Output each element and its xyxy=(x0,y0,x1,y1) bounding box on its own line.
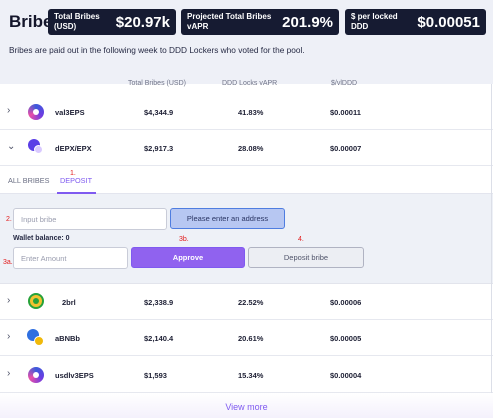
bribe-input[interactable]: Input bribe xyxy=(13,208,167,230)
chevron-right-icon[interactable]: › xyxy=(7,105,11,116)
pool-name: 2brl xyxy=(62,298,76,307)
wallet-balance: Wallet balance: 0 xyxy=(13,235,70,242)
table-row[interactable]: › val3EPS $4,344.9 41.83% $0.00011 xyxy=(0,94,493,130)
stat-value: $20.97k xyxy=(115,14,170,31)
table-row[interactable]: › aBNBb $2,140.4 20.61% $0.00005 xyxy=(0,320,493,356)
tab-deposit[interactable]: DEPOSIT xyxy=(60,176,93,185)
table-row[interactable]: › 2brl $2,338.9 22.52% $0.00006 xyxy=(0,284,493,320)
stat-per-locked: $ per locked DDD $0.00051 xyxy=(345,9,486,35)
step-marker-2: 2. xyxy=(6,216,12,223)
per-vlddd-value: $0.00005 xyxy=(330,334,362,343)
per-vlddd-value: $0.00004 xyxy=(330,371,362,380)
stat-value: 201.9% xyxy=(282,14,333,31)
pool-name: aBNBb xyxy=(55,334,81,343)
pool-name: val3EPS xyxy=(55,108,85,117)
scrollbar-track[interactable] xyxy=(491,84,492,393)
token-icon-secondary xyxy=(34,145,43,154)
stat-label: Total Bribes (USD) xyxy=(54,12,100,31)
deposit-panel: 2. Input bribe Please enter an address W… xyxy=(0,194,493,284)
chevron-down-icon[interactable]: ⌄ xyxy=(7,141,16,152)
table-row-expanded[interactable]: ⌄ dEPX/EPX $2,917.3 28.08% $0.00007 xyxy=(0,130,493,166)
bribe-tabs: ALL BRIBES DEPOSIT xyxy=(0,164,493,194)
total-bribes: $2,338.9 xyxy=(144,298,174,307)
vapr-value: 28.08% xyxy=(238,144,264,153)
pool-name: dEPX/EPX xyxy=(55,144,92,153)
approve-button[interactable]: Approve xyxy=(131,247,245,268)
view-more-link[interactable]: View more xyxy=(225,402,268,412)
total-bribes: $2,140.4 xyxy=(144,334,174,343)
vapr-value: 15.34% xyxy=(238,371,264,380)
amount-input[interactable]: Enter Amount xyxy=(13,247,128,269)
column-header-vapr: DDD Locks vAPR xyxy=(222,80,278,87)
step-marker-4: 4. xyxy=(298,236,304,243)
chevron-right-icon[interactable]: › xyxy=(7,295,11,306)
view-more-area: View more xyxy=(0,393,493,418)
per-vlddd-value: $0.00006 xyxy=(330,298,362,307)
chevron-right-icon[interactable]: › xyxy=(7,331,11,342)
vapr-value: 22.52% xyxy=(238,298,264,307)
active-tab-indicator xyxy=(57,192,96,194)
token-icon xyxy=(28,293,44,309)
token-icon xyxy=(28,367,44,383)
pool-name: usdlv3EPS xyxy=(55,371,94,380)
token-icon-secondary xyxy=(34,336,44,346)
token-icon xyxy=(28,104,44,120)
step-marker-3a: 3a. xyxy=(3,259,13,266)
enter-address-button[interactable]: Please enter an address xyxy=(170,208,285,229)
column-header-total: Total Bribes (USD) xyxy=(128,80,186,87)
stat-label: $ per locked DDD xyxy=(351,12,398,31)
total-bribes: $1,593 xyxy=(144,371,167,380)
stat-label: Projected Total Bribes vAPR xyxy=(187,12,272,31)
vapr-value: 20.61% xyxy=(238,334,264,343)
chevron-right-icon[interactable]: › xyxy=(7,368,11,379)
page-title: Bribe xyxy=(9,12,53,31)
per-vlddd-value: $0.00007 xyxy=(330,144,362,153)
stat-projected-vapr: Projected Total Bribes vAPR 201.9% xyxy=(181,9,339,35)
step-marker-3b: 3b. xyxy=(179,236,189,243)
stat-value: $0.00051 xyxy=(417,14,480,31)
per-vlddd-value: $0.00011 xyxy=(330,108,361,117)
tab-all-bribes[interactable]: ALL BRIBES xyxy=(8,176,50,185)
total-bribes: $2,917.3 xyxy=(144,144,174,153)
table-row[interactable]: › usdlv3EPS $1,593 15.34% $0.00004 xyxy=(0,357,493,393)
total-bribes: $4,344.9 xyxy=(144,108,174,117)
deposit-bribe-button[interactable]: Deposit bribe xyxy=(248,247,364,268)
step-marker-1: 1. xyxy=(70,170,76,177)
header: Bribe Total Bribes (USD) $20.97k Project… xyxy=(0,0,493,84)
bribe-description: Bribes are paid out in the following wee… xyxy=(9,45,305,55)
column-header-per-vlddd: $/vlDDD xyxy=(331,80,358,87)
vapr-value: 41.83% xyxy=(238,108,264,117)
stat-total-bribes: Total Bribes (USD) $20.97k xyxy=(48,9,176,35)
